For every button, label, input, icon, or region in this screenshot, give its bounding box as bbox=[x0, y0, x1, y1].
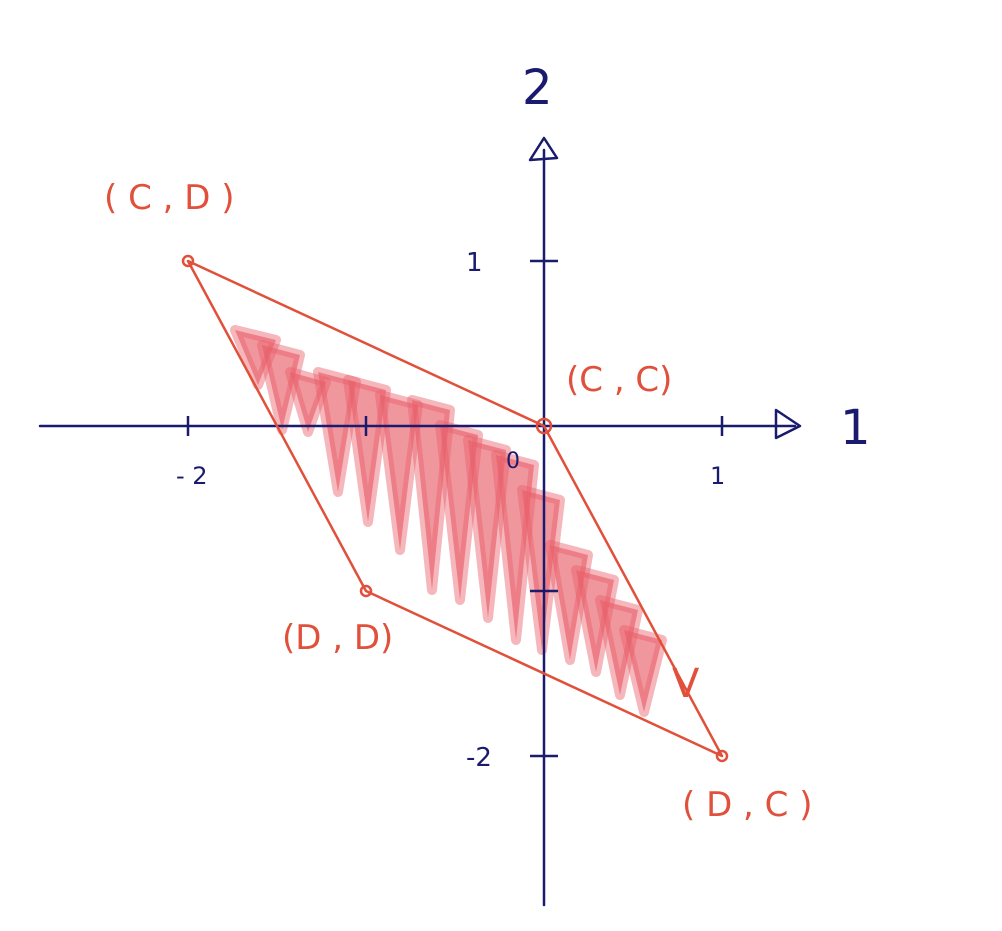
shade-stroke-12 bbox=[571, 565, 619, 677]
shade-stroke-13 bbox=[595, 595, 643, 700]
vertex-point-dc bbox=[715, 749, 729, 763]
x-axis-arrow-icon bbox=[774, 408, 802, 440]
y-tick-label-0: 1 bbox=[466, 248, 483, 278]
shade-stroke-8 bbox=[463, 435, 511, 623]
shade-stroke-2 bbox=[285, 367, 331, 437]
shade-stroke-7 bbox=[435, 420, 483, 605]
region-label: V bbox=[672, 661, 700, 707]
vertex-label-dd: (D , D) bbox=[282, 618, 393, 658]
origin-label: 0 bbox=[506, 449, 520, 474]
vertex-label-cd: ( C , D ) bbox=[104, 178, 235, 218]
vertex-point-cc bbox=[535, 417, 553, 435]
vertex-point-dd bbox=[359, 584, 373, 598]
y-ticks: 1 -2 bbox=[466, 248, 558, 773]
y-axis-label: 2 bbox=[522, 60, 553, 116]
y-tick-label-2: -2 bbox=[466, 743, 492, 773]
shade-stroke-5 bbox=[375, 390, 423, 555]
payoff-polygon bbox=[186, 259, 724, 758]
vertices: ( C , D ) (C , C) ( D , C ) (D , D) bbox=[104, 178, 813, 825]
vertex-point-cd bbox=[181, 254, 195, 268]
axes bbox=[38, 136, 802, 907]
vertex-label-cc: (C , C) bbox=[566, 360, 672, 400]
x-ticks: - 2 1 bbox=[176, 416, 725, 490]
shade-stroke-10 bbox=[517, 485, 565, 655]
y-axis-arrow-icon bbox=[528, 136, 559, 162]
shaded-region bbox=[230, 325, 667, 717]
x-axis-label: 1 bbox=[840, 400, 871, 456]
shade-stroke-1 bbox=[257, 340, 305, 435]
vertex-label-dc: ( D , C ) bbox=[682, 785, 813, 825]
shade-stroke-3 bbox=[313, 367, 361, 497]
shade-stroke-4 bbox=[343, 375, 391, 527]
shade-stroke-14 bbox=[619, 625, 667, 717]
shade-stroke-6 bbox=[407, 395, 455, 595]
x-tick-label-2: 1 bbox=[710, 462, 725, 490]
x-tick-label-0: - 2 bbox=[176, 462, 208, 490]
